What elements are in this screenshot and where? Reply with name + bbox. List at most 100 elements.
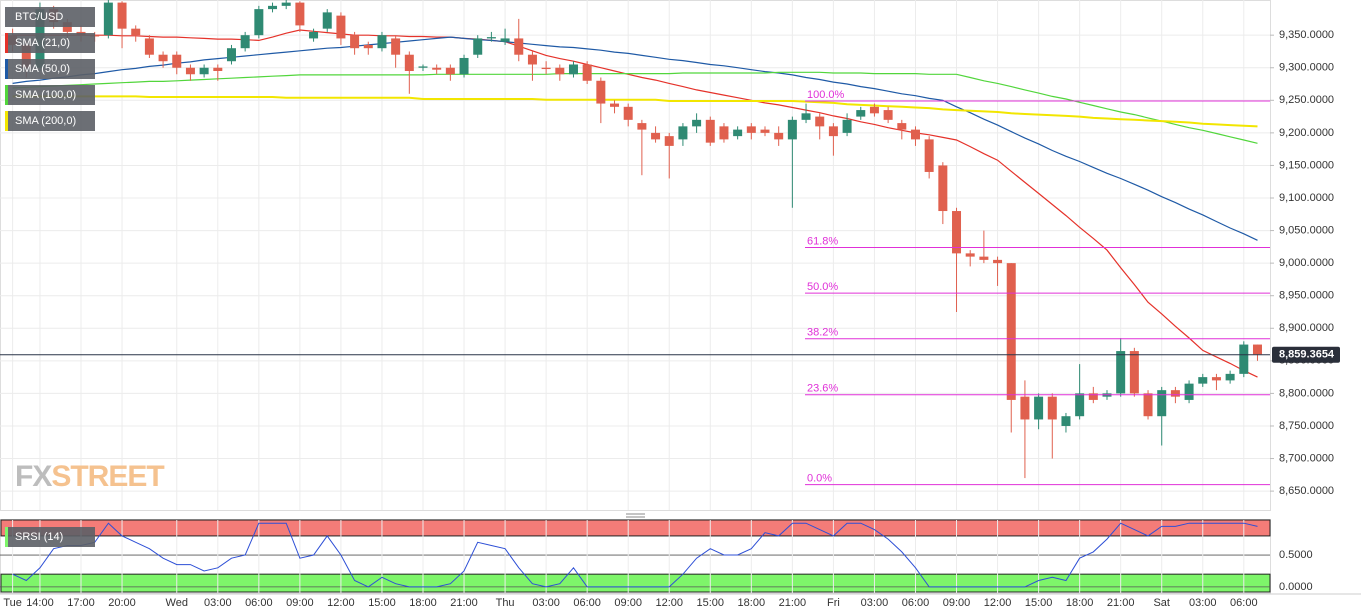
legend-item[interactable]: SMA (21,0) — [5, 33, 95, 53]
legend-label: SMA (200,0) — [15, 115, 76, 127]
pane-handle[interactable] — [626, 513, 645, 518]
sma-line — [12, 36, 1258, 241]
candle-body — [610, 103, 620, 107]
candle-body — [1239, 344, 1249, 374]
candle-body — [1047, 396, 1057, 420]
candle-body — [842, 119, 852, 133]
x-tick-label: 09:00 — [614, 597, 642, 609]
band — [0, 519, 1271, 537]
fib-label: 100.0% — [807, 89, 845, 101]
x-tick-label: 06:00 — [1230, 597, 1258, 609]
candle-body — [774, 132, 784, 140]
watermark-fx: FX — [15, 460, 52, 493]
legend-label: BTC/USD — [15, 11, 63, 23]
x-tick-label: 12:00 — [984, 597, 1012, 609]
y-tick-label: 8,900.0000 — [1279, 322, 1334, 334]
candle-body — [404, 54, 414, 71]
x-tick-label: 03:00 — [861, 597, 889, 609]
candle-body — [1198, 377, 1208, 384]
legend-box — [5, 7, 95, 27]
candle-body — [158, 54, 168, 62]
y-tick-label: 8,700.0000 — [1279, 452, 1334, 464]
candle-body — [363, 44, 373, 49]
candle-body — [322, 12, 332, 29]
candle-body — [473, 38, 483, 55]
x-tick-label: 15:00 — [368, 597, 396, 609]
sma-line — [12, 95, 1258, 128]
candle-body — [1129, 351, 1139, 394]
candle-body — [856, 110, 866, 117]
legend-swatch — [5, 111, 8, 131]
y-tick-label: 8,650.0000 — [1279, 485, 1334, 497]
legend-item[interactable]: SMA (100,0) — [5, 85, 95, 105]
legend-symbol[interactable]: BTC/USD — [5, 7, 95, 27]
x-tick-label: 18:00 — [1066, 597, 1094, 609]
x-tick-label: 15:00 — [697, 597, 725, 609]
candle-body — [883, 110, 893, 120]
srsi-line — [12, 522, 1258, 588]
x-tick-label: 06:00 — [245, 597, 273, 609]
candle-body — [432, 67, 442, 70]
candle-body — [486, 37, 496, 39]
candle-body — [555, 67, 565, 75]
x-tick-label: 12:00 — [327, 597, 355, 609]
legend-box — [5, 59, 95, 79]
candle-body — [651, 132, 661, 140]
candle-body — [1143, 393, 1153, 417]
candle-body — [1157, 390, 1167, 417]
candle-body — [938, 165, 948, 212]
candle-body — [1075, 393, 1085, 417]
candle-body — [131, 28, 141, 36]
x-tick-label: Fri — [827, 597, 840, 609]
x-tick-label: 18:00 — [738, 597, 766, 609]
price-tag-label: 8,859.3654 — [1279, 349, 1335, 361]
x-tick-label: 12:00 — [655, 597, 683, 609]
y-tick-label: 9,350.0000 — [1279, 29, 1334, 41]
y-tick-label: 9,250.0000 — [1279, 94, 1334, 106]
x-tick-label: 03:00 — [204, 597, 232, 609]
candle-body — [897, 123, 907, 130]
candle-body — [500, 38, 510, 42]
legend-item[interactable]: SMA (200,0) — [5, 111, 95, 131]
candle-body — [309, 31, 319, 39]
x-tick-label: 18:00 — [409, 597, 437, 609]
candle-body — [295, 2, 305, 26]
candle-body — [910, 129, 920, 140]
x-tick-label: Thu — [496, 597, 515, 609]
candle-body — [637, 123, 647, 130]
candle-body — [62, 22, 72, 32]
y-tick-label: 9,100.0000 — [1279, 192, 1334, 204]
legend-swatch — [5, 85, 8, 105]
legend-box — [5, 85, 95, 105]
y-tick-label: 9,300.0000 — [1279, 62, 1334, 74]
candle-body — [623, 106, 633, 120]
candle-body — [596, 80, 606, 104]
candle-body — [869, 106, 879, 114]
candle-body — [336, 15, 346, 39]
candle-body — [199, 67, 209, 75]
candle-body — [1020, 396, 1030, 420]
candle-body — [281, 2, 291, 6]
candle-body — [692, 119, 702, 127]
sma-line — [12, 71, 1258, 144]
candle-body — [391, 38, 401, 55]
legend-box — [5, 527, 95, 547]
candle-body — [1116, 351, 1126, 394]
candle-body — [719, 126, 729, 140]
candle-body — [1061, 416, 1071, 426]
x-tick-label: 06:00 — [902, 597, 930, 609]
y-tick-label: 8,950.0000 — [1279, 290, 1334, 302]
legend-item[interactable]: SRSI (14) — [5, 527, 95, 547]
legend-box — [5, 111, 95, 131]
candle-body — [582, 64, 592, 81]
candle-body — [459, 57, 469, 75]
y-tick-label: 0.5000 — [1279, 549, 1313, 561]
y-tick-label: 0.0000 — [1279, 581, 1313, 593]
legend-item[interactable]: SMA (50,0) — [5, 59, 95, 79]
candle-body — [979, 256, 989, 260]
candle-body — [705, 119, 715, 143]
legend-label: SMA (100,0) — [15, 89, 76, 101]
candle-body — [787, 119, 797, 140]
x-tick-label: 20:00 — [108, 597, 136, 609]
